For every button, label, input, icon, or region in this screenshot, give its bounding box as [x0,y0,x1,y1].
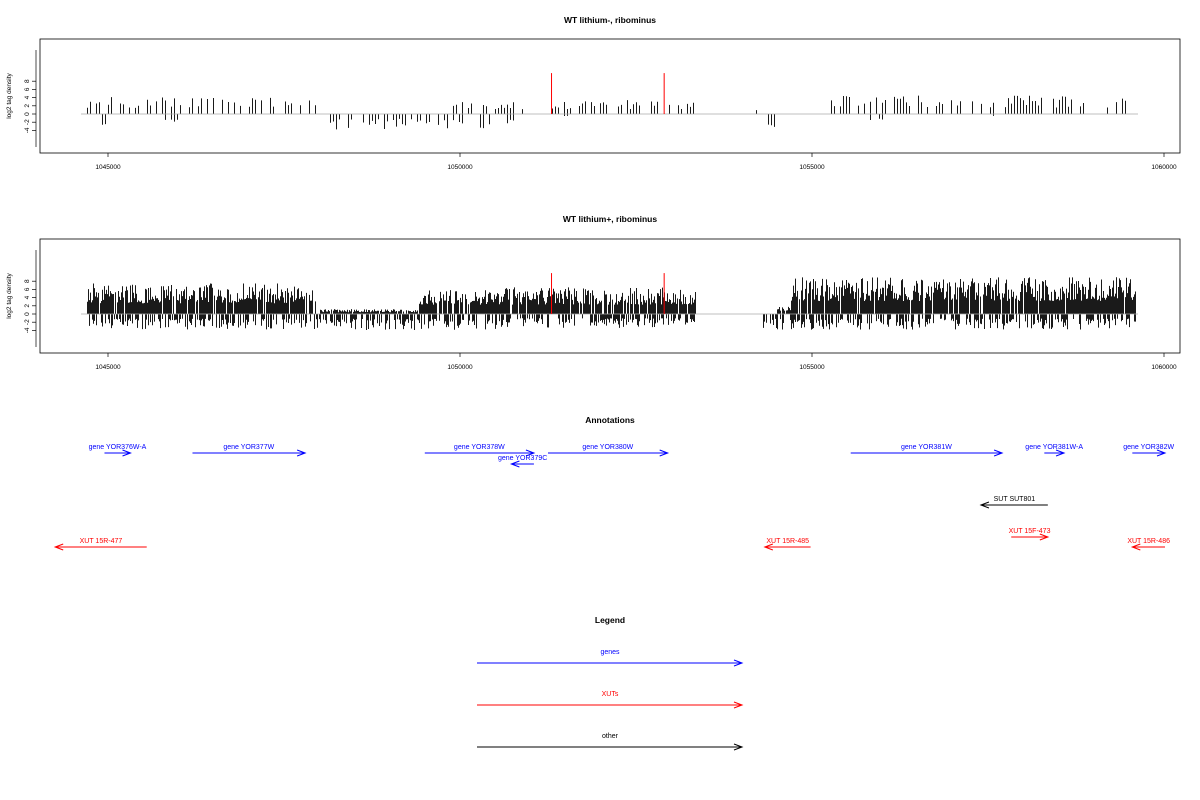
feature-label: XUT 15F-473 [1009,528,1051,535]
panel-1-title: WT lithium-, ribominus [564,15,656,25]
panel-lithium-plus: WT lithium+, ribominus log2 tag density … [6,214,1181,371]
feature-arrowhead [1039,533,1050,541]
panel-2-title: WT lithium+, ribominus [563,214,657,224]
feature-arrowhead [979,501,990,509]
legend-title: Legend [595,615,625,625]
feature-arrowhead [525,449,536,457]
panel-2-x-ticks: 1045000 1050000 1055000 1060000 [95,353,1177,371]
panel-1-y-ticks: -4 -2 0 2 4 6 8 [24,79,36,133]
feature-arrowhead [1055,449,1066,457]
annotations-panel: Annotations gene YOR376W-A gene YOR377W ge… [53,415,1174,551]
feature-arrowhead [993,449,1004,457]
legend-item-label: XUTs [602,691,619,698]
panel-2-y-ticks: -4 -2 0 2 4 6 8 [24,279,36,333]
y-tick-label: 0 [24,112,31,116]
legend-item-label: other [602,733,619,740]
feature-label: SUT SUT801 [994,496,1036,503]
y-tick-label: -4 [24,127,31,133]
x-tick-label: 1050000 [447,364,473,371]
y-tick-label: 6 [24,287,31,291]
feature-arrowhead [1130,543,1141,551]
feature-label: gene YOR377W [223,444,274,451]
annotation-features: gene YOR376W-A gene YOR377W gene YOR378W ge… [53,444,1174,551]
feature-label: XUT 15R-477 [80,538,123,545]
y-tick-label: -4 [24,327,31,333]
feature-arrowhead [296,449,307,457]
y-tick-label: 4 [24,95,31,99]
legend-items: genes XUTs other [477,649,744,751]
x-tick-label: 1055000 [799,164,825,171]
y-tick-label: 6 [24,87,31,91]
feature-label: XUT 15R-485 [766,538,809,545]
y-tick-label: 2 [24,104,31,108]
x-tick-label: 1050000 [447,164,473,171]
y-tick-label: 0 [24,312,31,316]
feature-label: gene YOR380W [582,444,633,451]
panel-2-density-bars [87,277,1136,331]
y-tick-label: 8 [24,279,31,283]
panel-1-plot-frame [39,38,1181,154]
panel-1-markers [551,73,665,114]
x-tick-label: 1060000 [1151,364,1177,371]
y-tick-label: -2 [24,319,31,325]
feature-arrowhead [53,543,64,551]
legend-item-arrowhead [733,659,744,667]
panel-1-density-bars [87,95,1126,130]
feature-label: gene YOR382W [1123,444,1174,451]
x-tick-label: 1045000 [95,164,121,171]
panel-2-plot-frame [39,238,1181,354]
x-tick-label: 1060000 [1151,164,1177,171]
panel-2-markers [551,273,665,314]
feature-label: gene YOR381W-A [1025,444,1083,451]
legend-item-arrowhead [733,701,744,709]
feature-label: gene YOR378W [454,444,505,451]
feature-arrowhead [1156,449,1167,457]
panel-2-y-axis-label: log2 tag density [6,272,13,318]
feature-arrowhead [122,449,132,457]
y-tick-label: 4 [24,295,31,299]
annotations-title: Annotations [585,415,635,425]
y-tick-label: 8 [24,79,31,83]
x-tick-label: 1045000 [95,364,121,371]
x-tick-label: 1055000 [799,364,825,371]
y-tick-label: -2 [24,119,31,125]
feature-label: gene YOR376W-A [89,444,147,451]
legend-item-label: genes [600,649,620,656]
legend-item-arrowhead [733,743,744,751]
feature-label: XUT 15R-486 [1127,538,1170,545]
panel-lithium-minus: WT lithium-, ribominus log2 tag density … [6,15,1181,171]
panel-1-y-axis-label: log2 tag density [6,72,13,118]
y-tick-label: 2 [24,304,31,308]
panel-1-x-ticks: 1045000 1050000 1055000 1060000 [95,153,1177,171]
feature-arrowhead [509,460,520,468]
feature-label: gene YOR381W [901,444,952,451]
legend-panel: Legend genes XUTs other [477,615,744,751]
feature-arrowhead [659,449,670,457]
feature-label: gene YOR379C [498,455,547,462]
feature-arrowhead [763,543,774,551]
